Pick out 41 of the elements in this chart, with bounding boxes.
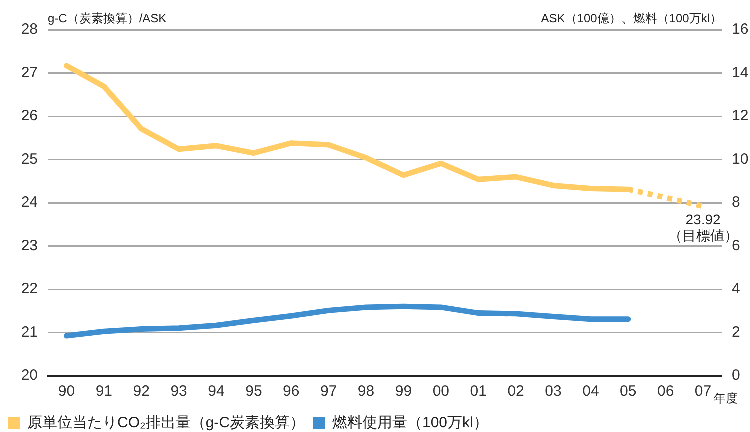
x-tick-label: 05 bbox=[620, 383, 637, 400]
y2-tick-label: 2 bbox=[732, 324, 740, 341]
y-tick-label: 27 bbox=[21, 64, 38, 82]
x-axis-title: 年度 bbox=[714, 391, 738, 406]
x-tick-label: 92 bbox=[133, 383, 150, 400]
y2-tick-label: 10 bbox=[732, 150, 749, 168]
legend-label: 燃料使用量（100万kl） bbox=[332, 414, 488, 432]
y-tick-label: 21 bbox=[21, 324, 38, 341]
y2-tick-label: 14 bbox=[732, 64, 749, 82]
y-tick-label: 25 bbox=[21, 150, 38, 168]
x-tick-label: 00 bbox=[432, 383, 450, 400]
x-tick-label: 93 bbox=[170, 383, 188, 400]
y-axis-title: g-C（炭素換算）/ASK bbox=[48, 11, 167, 26]
y-tick-label: 24 bbox=[21, 194, 38, 212]
x-tick-label: 03 bbox=[545, 383, 562, 400]
y2-tick-label: 12 bbox=[732, 108, 749, 125]
y2-tick-label: 0 bbox=[732, 367, 740, 384]
x-tick-label: 96 bbox=[283, 383, 300, 400]
y-tick-label: 20 bbox=[21, 367, 38, 384]
y2-tick-label: 4 bbox=[732, 280, 740, 298]
x-tick-label: 98 bbox=[358, 383, 375, 400]
y-tick-label: 28 bbox=[21, 21, 38, 38]
data-label: 23.92 bbox=[686, 211, 721, 228]
y2-tick-label: 8 bbox=[732, 194, 740, 212]
x-tick-label: 91 bbox=[96, 383, 113, 400]
x-tick-label: 90 bbox=[58, 383, 76, 400]
x-tick-label: 99 bbox=[395, 383, 412, 400]
y-tick-label: 22 bbox=[21, 280, 38, 298]
y-tick-label: 23 bbox=[21, 237, 38, 254]
x-tick-label: 02 bbox=[508, 383, 524, 400]
y-tick-label: 26 bbox=[21, 108, 38, 125]
y2-tick-label: 16 bbox=[732, 21, 749, 38]
y2-axis-title: ASK（100億）、燃料（100万kl） bbox=[541, 11, 722, 26]
x-tick-label: 95 bbox=[246, 383, 262, 400]
x-tick-label: 06 bbox=[657, 383, 674, 400]
x-tick-label: 94 bbox=[208, 383, 225, 400]
x-tick-label: 04 bbox=[582, 383, 600, 400]
legend-label: 原単位当たりCO₂排出量（g-C炭素換算） bbox=[28, 414, 305, 432]
x-tick-label: 97 bbox=[320, 383, 338, 400]
x-tick-label: 07 bbox=[694, 383, 712, 400]
x-tick-label: 01 bbox=[470, 383, 487, 400]
